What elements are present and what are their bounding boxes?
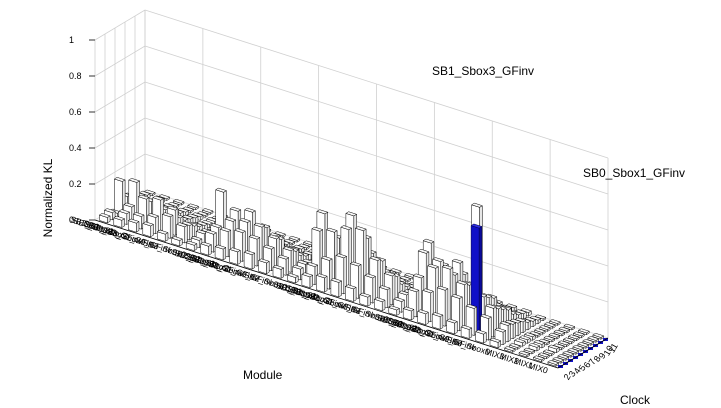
bar <box>543 322 556 329</box>
bar <box>533 328 546 335</box>
clock-tick-label: 11 <box>607 341 620 354</box>
bar <box>422 288 434 323</box>
clock-tick-label: 4 <box>572 366 583 375</box>
z-tick-label: 0.8 <box>69 71 82 81</box>
bar <box>388 305 401 316</box>
bar <box>201 208 214 215</box>
bar <box>557 354 570 361</box>
bar <box>489 337 502 349</box>
bar <box>185 240 198 252</box>
bar <box>373 297 386 312</box>
module-axis-line <box>94 219 559 369</box>
bar <box>286 273 299 284</box>
clock-tick-label: 10 <box>602 344 616 358</box>
bar <box>187 203 200 211</box>
grid-line <box>94 117 146 149</box>
bar <box>288 235 301 243</box>
bar <box>274 231 286 238</box>
bar <box>532 355 545 363</box>
bar <box>219 227 232 258</box>
clock-tick-label: 5 <box>577 363 588 372</box>
z-tick-label: 0.4 <box>69 143 82 153</box>
module-tick-label: SB2 <box>184 250 203 264</box>
clock-tick-label: 3 <box>567 369 578 378</box>
annotation-sb0-sbox1-gfinv: SB0_Sbox1_GFinv <box>583 166 685 180</box>
bar <box>547 344 560 354</box>
module-tick-label: SB3 <box>82 218 101 232</box>
module-axis-label: Module <box>243 368 283 382</box>
bar <box>548 319 561 326</box>
bar <box>257 258 270 275</box>
grid-line <box>94 81 146 113</box>
bar <box>518 350 531 358</box>
bar <box>98 213 111 224</box>
bar <box>563 323 576 331</box>
bar <box>200 241 213 256</box>
z-tick-label: 0.6 <box>69 107 82 117</box>
bar <box>543 335 556 343</box>
bar <box>567 348 580 355</box>
grid-line <box>94 9 146 41</box>
bar <box>113 177 126 215</box>
bar <box>572 345 585 352</box>
bar <box>445 318 458 335</box>
clock-axis-line <box>557 337 609 369</box>
bar <box>513 338 526 347</box>
module-tick-label: SB0 <box>386 315 405 329</box>
bar <box>272 264 285 279</box>
clock-axis-label: Clock <box>620 393 651 407</box>
bar <box>344 284 357 302</box>
bar <box>528 342 541 352</box>
z-axis-label: Normalized KL <box>41 158 55 237</box>
bar <box>243 250 256 270</box>
bar <box>523 332 536 341</box>
bar <box>229 247 241 265</box>
bar <box>582 339 595 346</box>
clock-tick-label: 8 <box>592 354 603 363</box>
clock-tick-label: 9 <box>597 351 608 360</box>
bar <box>214 244 227 261</box>
bar <box>417 309 429 326</box>
bar <box>552 357 565 364</box>
bar <box>113 215 126 228</box>
module-tick-label: SB1 <box>285 283 304 297</box>
bar <box>171 236 184 247</box>
bar <box>567 334 580 342</box>
annotation-sb1-sbox3-gfinv: SB1_Sbox3_GFinv <box>432 64 534 78</box>
clock-tick-label: 6 <box>582 360 593 369</box>
bar <box>562 337 575 345</box>
bar <box>301 272 314 289</box>
bar <box>402 306 415 321</box>
bar <box>577 328 590 336</box>
bar <box>142 221 155 238</box>
bar <box>315 273 328 293</box>
bar <box>523 347 536 355</box>
grid-line <box>94 153 146 185</box>
bar <box>156 229 169 242</box>
bar <box>548 332 561 340</box>
z-tick-label: 0 <box>69 215 74 225</box>
bar <box>127 218 140 233</box>
bar <box>577 342 590 349</box>
bar <box>558 326 571 334</box>
z-tick-label: 0.2 <box>69 179 82 189</box>
bar <box>508 343 521 350</box>
bar <box>330 278 343 298</box>
bar <box>538 325 551 332</box>
clock-tick-label: 7 <box>587 357 598 366</box>
z-tick-label: 1 <box>69 35 74 45</box>
bar <box>547 360 560 367</box>
module-tick-label: MIX0 <box>527 360 549 375</box>
bar <box>431 312 444 330</box>
bars <box>98 177 608 368</box>
bar <box>460 325 473 339</box>
bar <box>359 292 372 307</box>
clock-tick-label: 2 <box>562 372 573 381</box>
bar <box>474 329 487 344</box>
grid-line <box>94 45 146 77</box>
bar <box>503 346 516 353</box>
bar <box>553 329 566 337</box>
